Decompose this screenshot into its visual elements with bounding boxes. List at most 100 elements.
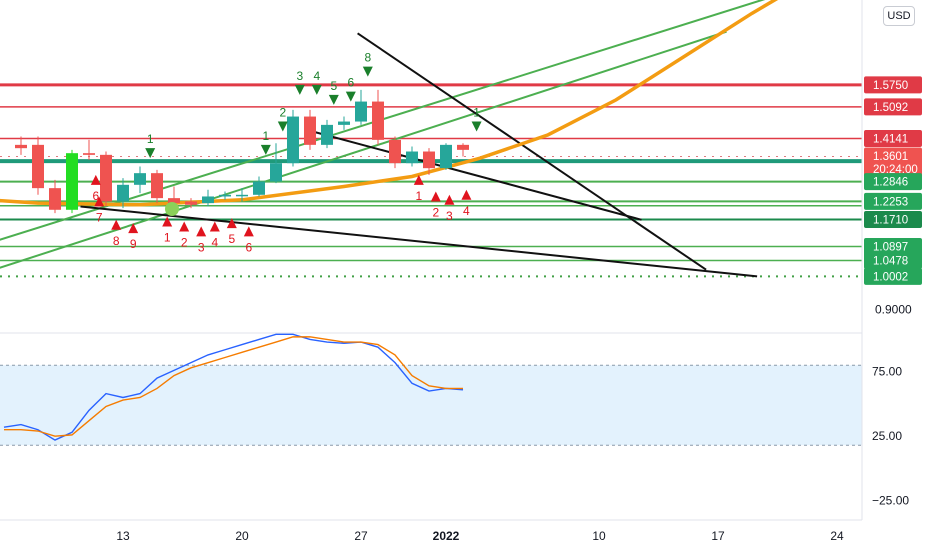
time-axis-label: 27 bbox=[354, 529, 368, 543]
sequence-marker: 4 bbox=[461, 189, 472, 218]
currency-label[interactable]: USD bbox=[883, 6, 915, 26]
time-axis-label: 13 bbox=[116, 529, 130, 543]
sequence-marker: 3 bbox=[444, 194, 455, 223]
trend-line bbox=[357, 32, 707, 271]
trend-line bbox=[0, 30, 727, 269]
sequence-marker-label: 6 bbox=[92, 189, 99, 203]
sequence-marker-label: 2 bbox=[181, 235, 188, 249]
sequence-marker: 4 bbox=[209, 221, 220, 249]
price-badge: 1.5092 bbox=[864, 98, 922, 116]
price-badge: 1.0002 bbox=[864, 267, 922, 285]
sequence-marker: 6 bbox=[345, 76, 356, 102]
price-badge: 1.1710 bbox=[864, 210, 922, 228]
sequence-marker: 2 bbox=[277, 106, 288, 132]
time-axis[interactable]: 13 20 27 2022 10 17 24 bbox=[116, 529, 844, 543]
sequence-marker: 1 bbox=[145, 132, 156, 159]
candle bbox=[134, 166, 146, 194]
sequence-marker-label: 5 bbox=[228, 232, 235, 246]
candle bbox=[15, 136, 27, 155]
sequence-marker: 5 bbox=[328, 79, 339, 105]
sequence-marker: 5 bbox=[226, 218, 237, 246]
candle bbox=[321, 119, 333, 149]
candles bbox=[15, 89, 469, 214]
candle bbox=[236, 188, 248, 202]
trend-line bbox=[80, 205, 758, 278]
time-axis-label: 17 bbox=[711, 529, 725, 543]
oscillator-band bbox=[0, 365, 862, 446]
price-badge-value: 1.3601 bbox=[873, 151, 908, 163]
sequence-marker: 8 bbox=[362, 51, 373, 77]
price-badge-value: 1.5092 bbox=[873, 102, 908, 114]
oscillator-pane bbox=[0, 333, 862, 446]
price-badge-value: 1.0002 bbox=[873, 271, 908, 283]
candle bbox=[304, 109, 316, 150]
price-badge-value: 1.4141 bbox=[873, 133, 908, 145]
oscillator-axis-label: 25.00 bbox=[872, 429, 902, 443]
sequence-marker-label: 3 bbox=[296, 69, 303, 83]
candle bbox=[49, 179, 61, 214]
sequence-marker-label: 2 bbox=[279, 106, 286, 120]
price-badge-value: 1.2253 bbox=[873, 196, 908, 208]
sequence-marker: 1 bbox=[471, 106, 482, 132]
candle bbox=[83, 139, 95, 160]
oscillator-axis[interactable]: 75.00 25.00 −25.00 bbox=[872, 365, 909, 508]
oscillator-line bbox=[4, 336, 463, 437]
sequence-marker-label: 1 bbox=[473, 106, 480, 120]
sequence-marker: 4 bbox=[311, 69, 322, 95]
price-axis-label: 0.9000 bbox=[875, 303, 912, 317]
candle bbox=[355, 89, 367, 125]
time-axis-label: 10 bbox=[592, 529, 606, 543]
sequence-marker: 1 bbox=[162, 216, 173, 244]
candle bbox=[338, 116, 350, 130]
price-badge: 1.0478 bbox=[864, 251, 922, 269]
sequence-marker: 8 bbox=[111, 219, 122, 248]
sequence-marker-label: 6 bbox=[245, 240, 252, 254]
price-badge-value: 1.2846 bbox=[873, 177, 908, 189]
sequence-marker: 7 bbox=[94, 196, 105, 224]
sequence-marker-label: 1 bbox=[415, 189, 422, 203]
candle bbox=[372, 89, 384, 145]
candle bbox=[270, 143, 282, 184]
time-axis-label: 2022 bbox=[433, 529, 460, 543]
signal-circle bbox=[165, 202, 179, 216]
price-axis[interactable]: 0.90001.57501.50921.41411.360120:24:001.… bbox=[864, 76, 922, 317]
price-badge-value: 1.0478 bbox=[873, 255, 908, 267]
candle bbox=[253, 176, 265, 197]
sequence-marker: 6 bbox=[243, 226, 254, 254]
time-axis-label: 24 bbox=[830, 529, 844, 543]
sequence-marker: 1 bbox=[260, 129, 271, 155]
countdown-timer: 20:24:00 bbox=[873, 164, 918, 176]
oscillator-axis-label: 75.00 bbox=[872, 365, 902, 379]
price-badge: 1.5750 bbox=[864, 76, 922, 94]
candle bbox=[406, 146, 418, 167]
candle bbox=[117, 178, 129, 209]
price-badge: 1.0897 bbox=[864, 238, 922, 256]
candle bbox=[219, 191, 231, 200]
candle bbox=[32, 136, 44, 195]
price-badge: 1.2846 bbox=[864, 173, 922, 191]
candle bbox=[423, 148, 435, 175]
candle bbox=[66, 149, 78, 214]
sequence-marker-label: 7 bbox=[96, 210, 103, 224]
price-badge: 1.4141 bbox=[864, 129, 922, 147]
candle bbox=[440, 143, 452, 170]
trend-line bbox=[306, 128, 642, 221]
price-badge: 1.2253 bbox=[864, 192, 922, 210]
time-axis-label: 20 bbox=[235, 529, 249, 543]
sequence-marker: 2 bbox=[179, 221, 190, 249]
candle bbox=[389, 136, 401, 169]
price-badge-value: 1.0897 bbox=[873, 242, 908, 254]
candle bbox=[151, 169, 163, 204]
sequence-marker: 9 bbox=[128, 223, 139, 251]
sequence-marker-label: 4 bbox=[211, 235, 218, 249]
sequence-marker-label: 4 bbox=[313, 69, 320, 83]
sequence-marker: 3 bbox=[196, 226, 207, 254]
oscillator-lines bbox=[0, 333, 862, 446]
sequence-marker-label: 4 bbox=[463, 204, 470, 218]
sequence-marker: 3 bbox=[294, 69, 305, 95]
sequence-marker-label: 2 bbox=[432, 205, 439, 219]
